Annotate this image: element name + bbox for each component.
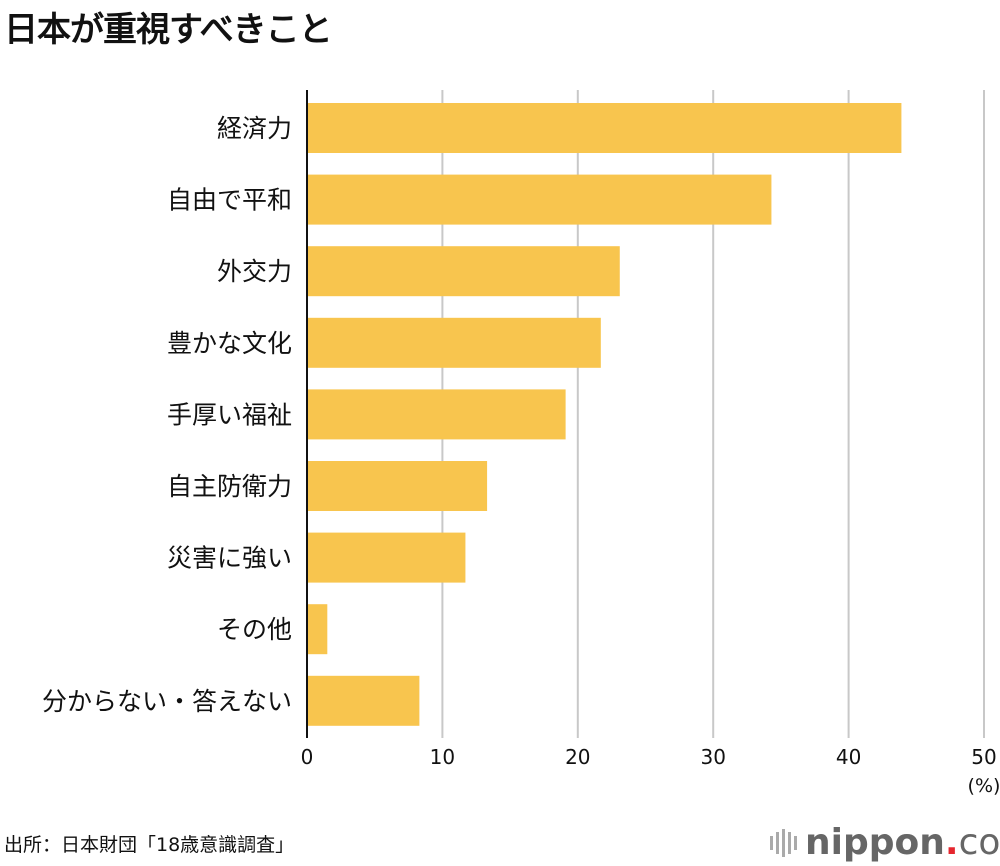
x-tick-label: 50	[971, 745, 996, 769]
bar	[307, 604, 328, 655]
bar	[307, 532, 466, 583]
category-label: 自主防衛力	[167, 472, 292, 501]
x-tick-label: 30	[700, 745, 725, 769]
nippon-logo: nippon.com	[770, 822, 1000, 863]
chart-title: 日本が重視すべきこと	[4, 10, 333, 50]
bar	[307, 317, 601, 368]
logo-name: nippon	[805, 822, 945, 863]
x-tick-label: 40	[836, 745, 861, 769]
source-note: 出所：日本財団「18歳意識調査」	[4, 834, 295, 856]
bar	[307, 103, 902, 153]
category-label: 経済力	[217, 114, 292, 143]
bar	[307, 246, 620, 297]
bar	[307, 675, 420, 726]
logo-mark-icon	[770, 828, 797, 857]
category-label: 手厚い福祉	[167, 400, 292, 429]
x-tick-label: 10	[430, 745, 455, 769]
category-label: 豊かな文化	[167, 329, 292, 358]
category-label: 外交力	[217, 257, 292, 286]
category-label: 災害に強い	[167, 544, 292, 573]
x-tick-label: 20	[565, 745, 590, 769]
category-label: 分からない・答えない	[42, 687, 292, 716]
bar	[307, 461, 488, 511]
bar	[307, 174, 772, 225]
logo-dot: .	[944, 822, 959, 863]
logo-suffix: com	[958, 822, 1000, 863]
bar	[307, 389, 566, 440]
x-unit-label: (%)	[968, 775, 1000, 797]
category-label: その他	[217, 615, 292, 644]
x-tick-label: 0	[301, 745, 314, 769]
category-label: 自由で平和	[167, 186, 292, 215]
